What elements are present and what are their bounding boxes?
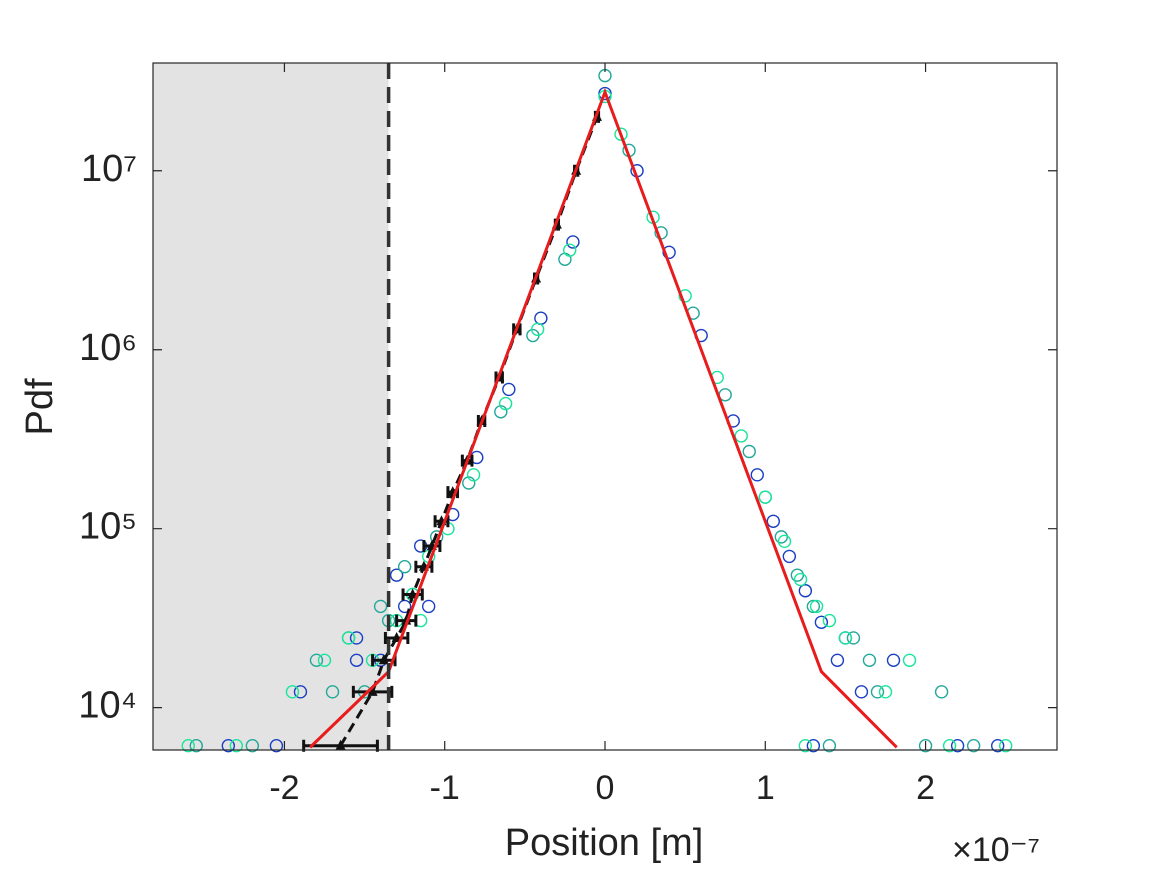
data-point <box>878 685 893 699</box>
data-point <box>534 311 548 325</box>
data-point <box>269 738 284 753</box>
data-point <box>285 685 300 699</box>
data-point <box>822 738 837 753</box>
data-point <box>189 738 203 753</box>
data-point <box>349 631 364 645</box>
data-point <box>782 549 797 564</box>
data-point <box>862 653 877 668</box>
data-point <box>309 653 324 668</box>
data-point <box>790 568 805 582</box>
data-point <box>563 243 577 257</box>
data-point <box>734 429 748 443</box>
data-point <box>397 560 412 574</box>
data-point <box>566 235 580 249</box>
errorbar-marker <box>401 614 412 625</box>
data-point <box>498 396 513 411</box>
y-tick-label: 10⁷ <box>81 148 137 190</box>
data-point <box>678 289 692 303</box>
data-point <box>229 738 244 753</box>
errorbar-marker <box>335 739 346 750</box>
data-point <box>317 653 332 668</box>
data-point <box>854 685 869 699</box>
x-tick-label: -1 <box>430 769 460 807</box>
data-point <box>999 738 1013 753</box>
x-multiplier: ×10⁻⁷ <box>952 831 1040 869</box>
data-point <box>886 653 901 668</box>
data-point <box>793 572 808 587</box>
data-point <box>221 738 236 753</box>
data-point <box>777 534 792 549</box>
errorbar-marker <box>407 588 418 599</box>
data-point <box>502 382 516 397</box>
data-point <box>918 738 933 753</box>
data-point <box>806 738 821 753</box>
data-point <box>397 599 412 614</box>
x-tick-label: 2 <box>916 769 935 807</box>
data-point <box>942 738 957 753</box>
data-point <box>742 444 756 459</box>
data-point <box>838 631 853 645</box>
data-point <box>870 685 885 699</box>
errorbar-marker <box>367 685 378 696</box>
data-point <box>934 685 949 699</box>
data-point <box>766 514 780 528</box>
x-axis-label: Position [m] <box>505 822 704 864</box>
data-point <box>466 468 481 482</box>
data-point <box>774 530 789 544</box>
data-point <box>662 245 676 260</box>
data-point <box>293 685 308 699</box>
data-point <box>373 599 388 614</box>
data-point <box>181 738 195 753</box>
data-point <box>846 631 861 645</box>
y-tick-label: 10⁴ <box>78 685 137 727</box>
data-point <box>950 738 965 753</box>
y-axis-label: Pdf <box>19 378 61 435</box>
data-point <box>389 568 404 582</box>
y-tick-label: 10⁵ <box>79 506 137 548</box>
data-point <box>814 615 829 629</box>
data-point <box>421 599 436 614</box>
data-point <box>462 476 476 490</box>
x-tick-label: 0 <box>596 769 615 807</box>
data-point <box>798 738 813 753</box>
data-point <box>902 653 917 668</box>
data-point <box>990 738 1005 753</box>
data-point <box>758 490 772 504</box>
data-point <box>830 653 845 668</box>
data-point <box>966 738 981 753</box>
data-point <box>558 252 572 267</box>
data-point <box>809 599 824 614</box>
data-point <box>494 405 508 419</box>
data-point <box>349 653 364 668</box>
data-point <box>530 322 545 337</box>
data-point <box>341 631 356 645</box>
y-tick-label: 10⁶ <box>79 327 137 369</box>
data-point <box>750 468 764 482</box>
data-point <box>798 584 813 598</box>
excluded-region <box>153 63 389 750</box>
x-tick-label: -2 <box>269 769 299 807</box>
x-tick-label: 1 <box>756 769 775 807</box>
data-point <box>806 599 821 614</box>
data-point <box>245 738 260 753</box>
data-point <box>822 613 837 628</box>
data-point <box>614 127 628 141</box>
data-point <box>325 685 340 699</box>
errorbar-marker <box>378 654 389 665</box>
fit-line <box>309 87 898 749</box>
